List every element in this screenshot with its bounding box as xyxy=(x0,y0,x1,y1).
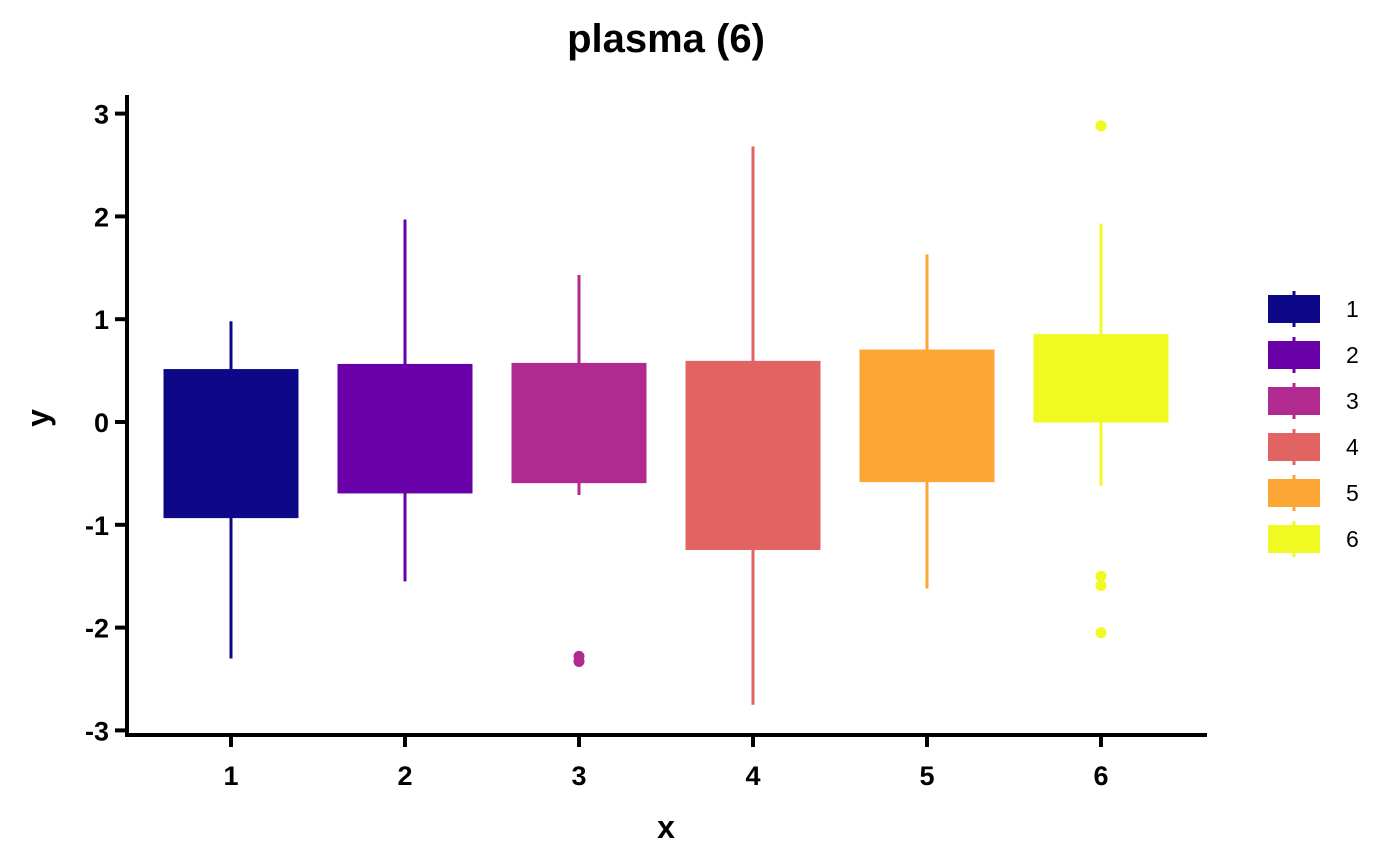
box-4 xyxy=(685,360,821,550)
box-group-2 xyxy=(337,219,473,582)
box-2 xyxy=(337,363,473,494)
x-axis-title: x xyxy=(657,809,675,845)
outlier-point-6-1 xyxy=(1095,570,1107,582)
box-group-3 xyxy=(511,274,647,668)
y-tick-label: -1 xyxy=(85,511,109,541)
x-tick-label: 3 xyxy=(571,761,586,791)
box-1 xyxy=(163,369,299,519)
legend-label: 3 xyxy=(1346,388,1359,414)
y-tick-label: -2 xyxy=(85,614,109,644)
legend: 1 2 3 4 5 6 xyxy=(1268,291,1359,557)
box-6 xyxy=(1033,334,1169,423)
box-group-4 xyxy=(685,146,821,705)
y-axis: -3 -2 -1 0 1 2 3 xyxy=(85,95,129,746)
legend-key xyxy=(1268,295,1320,323)
legend-key xyxy=(1268,341,1320,369)
legend-key xyxy=(1268,433,1320,461)
plot-area xyxy=(163,120,1169,705)
y-tick-label: -3 xyxy=(85,716,109,746)
outlier-point-3-1 xyxy=(573,656,585,668)
outlier-point-6-0 xyxy=(1095,120,1107,132)
x-tick-label: 4 xyxy=(745,761,760,791)
legend-key xyxy=(1268,387,1320,415)
box-group-1 xyxy=(163,321,299,659)
x-tick-label: 5 xyxy=(919,761,934,791)
x-tick-label: 2 xyxy=(397,761,412,791)
outlier-point-6-2 xyxy=(1095,579,1107,591)
legend-label: 1 xyxy=(1346,296,1359,322)
x-tick-label: 6 xyxy=(1093,761,1108,791)
outlier-point-6-3 xyxy=(1095,627,1107,639)
legend-key xyxy=(1268,525,1320,553)
legend-item-3: 3 xyxy=(1268,383,1359,419)
box-5 xyxy=(859,349,995,483)
y-tick-label: 1 xyxy=(94,305,109,335)
legend-item-6: 6 xyxy=(1268,521,1359,557)
legend-key xyxy=(1268,479,1320,507)
box-group-5 xyxy=(859,254,995,589)
legend-item-4: 4 xyxy=(1268,429,1359,465)
y-tick-label: 3 xyxy=(94,100,109,130)
y-axis-title: y xyxy=(20,409,56,427)
y-tick-label: 0 xyxy=(94,408,109,438)
legend-label: 6 xyxy=(1346,526,1359,552)
y-tick-label: 2 xyxy=(94,202,109,232)
legend-label: 4 xyxy=(1346,434,1359,460)
x-axis: 1 2 3 4 5 6 xyxy=(125,733,1207,791)
legend-item-5: 5 xyxy=(1268,475,1359,511)
legend-label: 2 xyxy=(1346,342,1359,368)
legend-item-2: 2 xyxy=(1268,337,1359,373)
box-group-6 xyxy=(1033,120,1169,639)
x-tick-label: 1 xyxy=(223,761,238,791)
box-3 xyxy=(511,362,647,484)
legend-label: 5 xyxy=(1346,480,1359,506)
chart-title: plasma (6) xyxy=(567,17,765,61)
legend-item-1: 1 xyxy=(1268,291,1359,327)
